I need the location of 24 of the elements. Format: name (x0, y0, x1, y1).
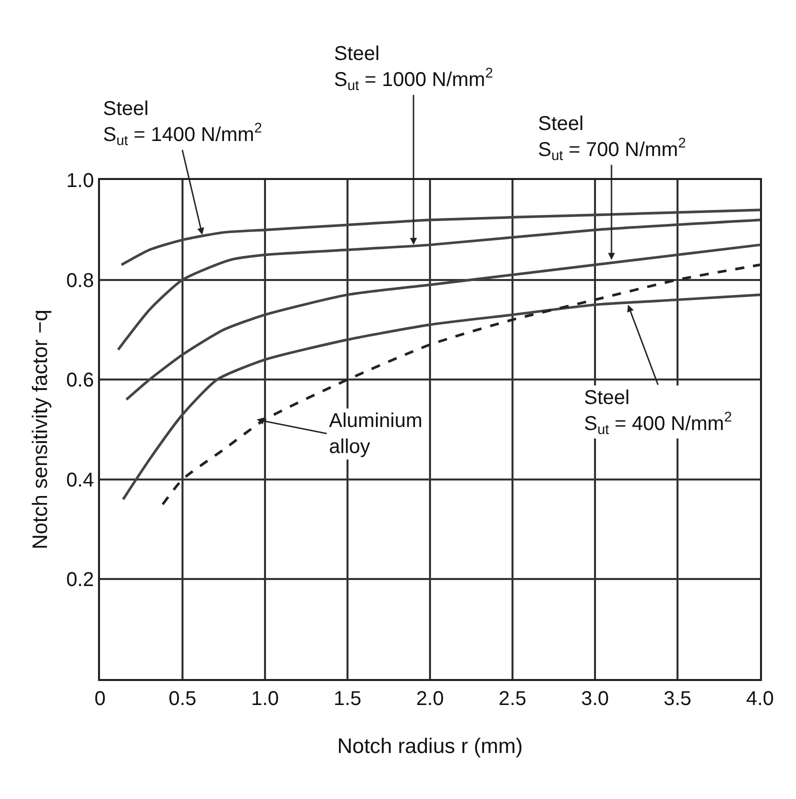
x-axis-title: Notch radius r (mm) (337, 735, 523, 758)
y-tick-label: 0.2 (66, 569, 94, 592)
x-tick-label: 3.0 (581, 688, 609, 710)
y-tick-label: 0.4 (66, 469, 94, 492)
line-series (120, 208, 760, 266)
y-axis-title: Notch sensitivity factor −q (29, 310, 52, 550)
x-tick-label: 3.5 (664, 688, 692, 710)
x-tick-label: 2.0 (416, 688, 444, 710)
annotation: Steel S$_{ut}$ = 1000 N/mm$^{2}$ (334, 43, 494, 94)
annotation: Steel S$_{ut}$ = 700 N/mm$^{2}$ (538, 113, 686, 164)
y-tick-label: 1.0 (66, 170, 94, 192)
annotation: Aluminium alloy (329, 410, 422, 458)
line-series (116, 218, 760, 351)
annotation: Steel S$_{ut}$ = 1400 N/mm$^{2}$ (103, 98, 262, 148)
y-tick-label: 0.8 (66, 270, 94, 292)
annotation: Steel S$_{ut}$ = 400 N/mm$^{2}$ (584, 387, 732, 438)
x-tick-label: 4.0 (746, 688, 774, 710)
line-series (122, 293, 760, 501)
x-tick-label: 0.5 (168, 688, 196, 710)
x-tick-label: 2.5 (498, 688, 526, 710)
x-tick-label: 1.0 (251, 688, 279, 710)
x-tick-label: 0 (94, 688, 106, 710)
x-tick-label: 1.5 (334, 688, 362, 710)
y-tick-label: 0.6 (66, 370, 94, 392)
